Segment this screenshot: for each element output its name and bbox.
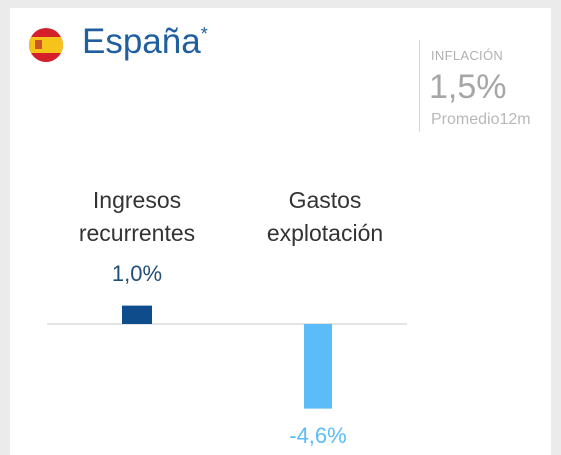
title-text: España <box>82 22 201 61</box>
chart <box>29 28 407 409</box>
card: España* INFLACIÓN 1,5% Promedio12m Ingre… <box>10 8 551 455</box>
title: España* <box>82 22 208 62</box>
divider <box>419 40 420 132</box>
value-label: -4,6% <box>289 422 347 448</box>
category-label: Ingresos recurrentes <box>78 187 196 246</box>
bar <box>304 324 332 409</box>
inflation-value: 1,5% <box>429 68 507 106</box>
bar <box>122 305 152 324</box>
inflation-note: Promedio12m <box>431 111 531 128</box>
flag <box>29 28 63 62</box>
inflation-label: INFLACIÓN <box>431 48 504 63</box>
value-label: 1,0% <box>111 260 163 286</box>
footnote-mark: * <box>200 24 208 44</box>
category-label: Gastos explotación <box>266 187 384 246</box>
